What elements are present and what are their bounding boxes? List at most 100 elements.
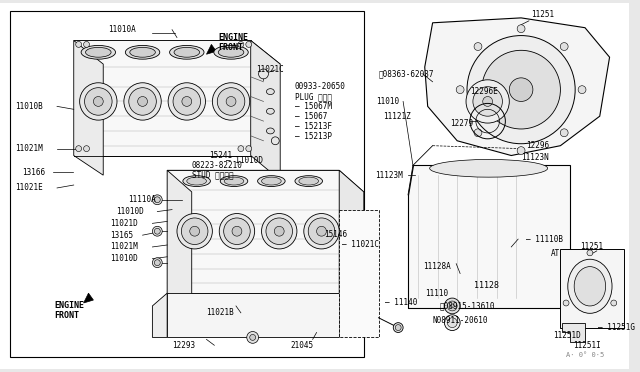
Circle shape: [246, 41, 252, 47]
Text: 11010D: 11010D: [116, 207, 144, 216]
Polygon shape: [74, 41, 280, 64]
Circle shape: [578, 86, 586, 94]
Text: 11021C: 11021C: [255, 64, 284, 74]
Text: 11110: 11110: [425, 289, 448, 298]
Text: 12293: 12293: [172, 341, 195, 350]
Ellipse shape: [152, 226, 162, 236]
Text: ENGINE: ENGINE: [218, 33, 248, 42]
Circle shape: [560, 129, 568, 137]
Ellipse shape: [317, 226, 326, 236]
Ellipse shape: [174, 47, 200, 57]
Ellipse shape: [218, 88, 245, 115]
Circle shape: [238, 41, 244, 47]
Ellipse shape: [257, 176, 285, 186]
Polygon shape: [339, 209, 378, 337]
Text: — 15067M: — 15067M: [295, 102, 332, 111]
Ellipse shape: [187, 177, 207, 185]
Text: ENGINE: ENGINE: [54, 301, 84, 311]
Ellipse shape: [232, 226, 242, 236]
Circle shape: [473, 87, 502, 116]
Ellipse shape: [214, 45, 248, 59]
Text: — 15067: — 15067: [295, 112, 327, 121]
Ellipse shape: [168, 83, 205, 120]
Circle shape: [271, 137, 279, 145]
Text: 11251: 11251: [531, 10, 554, 19]
Ellipse shape: [79, 83, 117, 120]
Circle shape: [467, 36, 575, 144]
Circle shape: [444, 298, 460, 314]
Text: 13166: 13166: [22, 168, 45, 177]
Text: 13165: 13165: [110, 231, 133, 240]
Text: 21045: 21045: [290, 341, 313, 350]
Circle shape: [560, 43, 568, 51]
Ellipse shape: [124, 83, 161, 120]
Ellipse shape: [182, 96, 192, 106]
Circle shape: [563, 300, 569, 306]
Text: STUD スタッド: STUD スタッド: [192, 171, 234, 180]
Polygon shape: [74, 41, 103, 175]
Ellipse shape: [226, 96, 236, 106]
Circle shape: [482, 50, 561, 129]
Circle shape: [444, 315, 460, 331]
Ellipse shape: [224, 177, 244, 185]
Ellipse shape: [223, 218, 250, 244]
Ellipse shape: [138, 96, 147, 106]
Text: 11251: 11251: [580, 243, 604, 251]
Polygon shape: [207, 44, 216, 54]
Polygon shape: [84, 293, 93, 303]
Circle shape: [483, 96, 493, 106]
Text: — 11110B: — 11110B: [526, 235, 563, 244]
Ellipse shape: [212, 83, 250, 120]
Ellipse shape: [299, 177, 319, 185]
Text: Ⓜ08915-13610: Ⓜ08915-13610: [440, 301, 495, 311]
Text: A· 0° 0·5: A· 0° 0·5: [566, 352, 605, 358]
Circle shape: [250, 334, 255, 340]
Ellipse shape: [152, 258, 162, 267]
Text: N08911-20610: N08911-20610: [433, 316, 488, 325]
Circle shape: [84, 146, 90, 151]
Ellipse shape: [266, 89, 275, 94]
Circle shape: [447, 301, 457, 311]
Text: 12296E: 12296E: [470, 87, 498, 96]
Ellipse shape: [152, 195, 162, 205]
Circle shape: [517, 25, 525, 33]
Circle shape: [76, 146, 82, 151]
Text: Ⓝ08363-62037: Ⓝ08363-62037: [378, 70, 434, 78]
Circle shape: [474, 129, 482, 137]
Polygon shape: [152, 293, 167, 337]
Ellipse shape: [189, 226, 200, 236]
Text: 11128A: 11128A: [423, 262, 451, 271]
Polygon shape: [425, 18, 609, 155]
Ellipse shape: [568, 259, 612, 313]
Circle shape: [587, 250, 593, 256]
Text: — 11251G: — 11251G: [598, 323, 635, 332]
Text: 11010A: 11010A: [108, 25, 136, 34]
Text: 11021D: 11021D: [110, 219, 138, 228]
Circle shape: [76, 41, 82, 47]
Ellipse shape: [266, 218, 292, 244]
Circle shape: [393, 323, 403, 333]
Polygon shape: [167, 293, 339, 337]
Circle shape: [238, 146, 244, 151]
Ellipse shape: [154, 197, 160, 203]
Ellipse shape: [295, 176, 323, 186]
Circle shape: [84, 41, 90, 47]
Text: 11251I: 11251I: [573, 341, 601, 350]
Text: 15241: 15241: [209, 151, 232, 160]
Circle shape: [517, 147, 525, 154]
Ellipse shape: [86, 47, 111, 57]
Polygon shape: [563, 323, 585, 342]
Ellipse shape: [574, 267, 605, 306]
Text: 11021E: 11021E: [15, 183, 42, 192]
Text: AT: AT: [550, 249, 560, 258]
Circle shape: [247, 331, 259, 343]
Ellipse shape: [262, 177, 281, 185]
Ellipse shape: [177, 214, 212, 249]
Text: PLUG プラグ: PLUG プラグ: [295, 92, 332, 101]
Ellipse shape: [220, 214, 255, 249]
Ellipse shape: [129, 88, 156, 115]
Text: 11021M: 11021M: [15, 144, 42, 153]
Ellipse shape: [266, 108, 275, 114]
Ellipse shape: [218, 47, 244, 57]
Text: 00933-20650: 00933-20650: [295, 82, 346, 91]
